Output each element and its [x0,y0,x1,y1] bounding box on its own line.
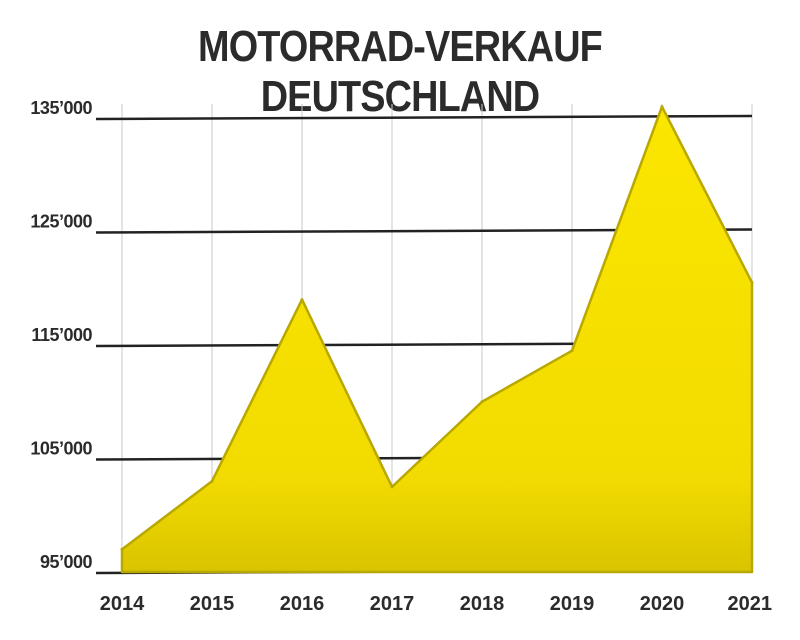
x-tick-label: 2016 [280,593,325,615]
x-tick-label: 2021 [728,593,773,615]
x-tick-label: 2017 [370,593,415,615]
data-point-2017 [390,485,394,489]
y-tick-label: 105’000 [30,439,92,459]
y-tick-label: 115’000 [31,325,92,345]
x-tick-label: 2018 [460,593,505,615]
x-tick-label: 2019 [550,593,595,615]
data-point-2014 [120,547,124,551]
data-point-2016 [300,298,304,302]
data-point-2020 [660,105,664,109]
area-series [120,105,754,574]
data-point-2021 [750,281,754,285]
x-tick-label: 2014 [100,593,145,615]
y-tick-label: 95’000 [40,552,93,572]
data-point-2015 [210,479,214,483]
hgrid-line [95,114,753,121]
x-tick-label: 2020 [640,593,685,615]
y-tick-label: 135’000 [30,98,92,118]
x-tick-label: 2015 [190,593,235,615]
data-point-2019 [570,349,574,353]
chart-title: MOTORRAD-VERKAUF DEUTSCHLAND [198,22,603,121]
data-point-2018 [480,400,484,404]
y-tick-label: 125’000 [30,212,92,232]
